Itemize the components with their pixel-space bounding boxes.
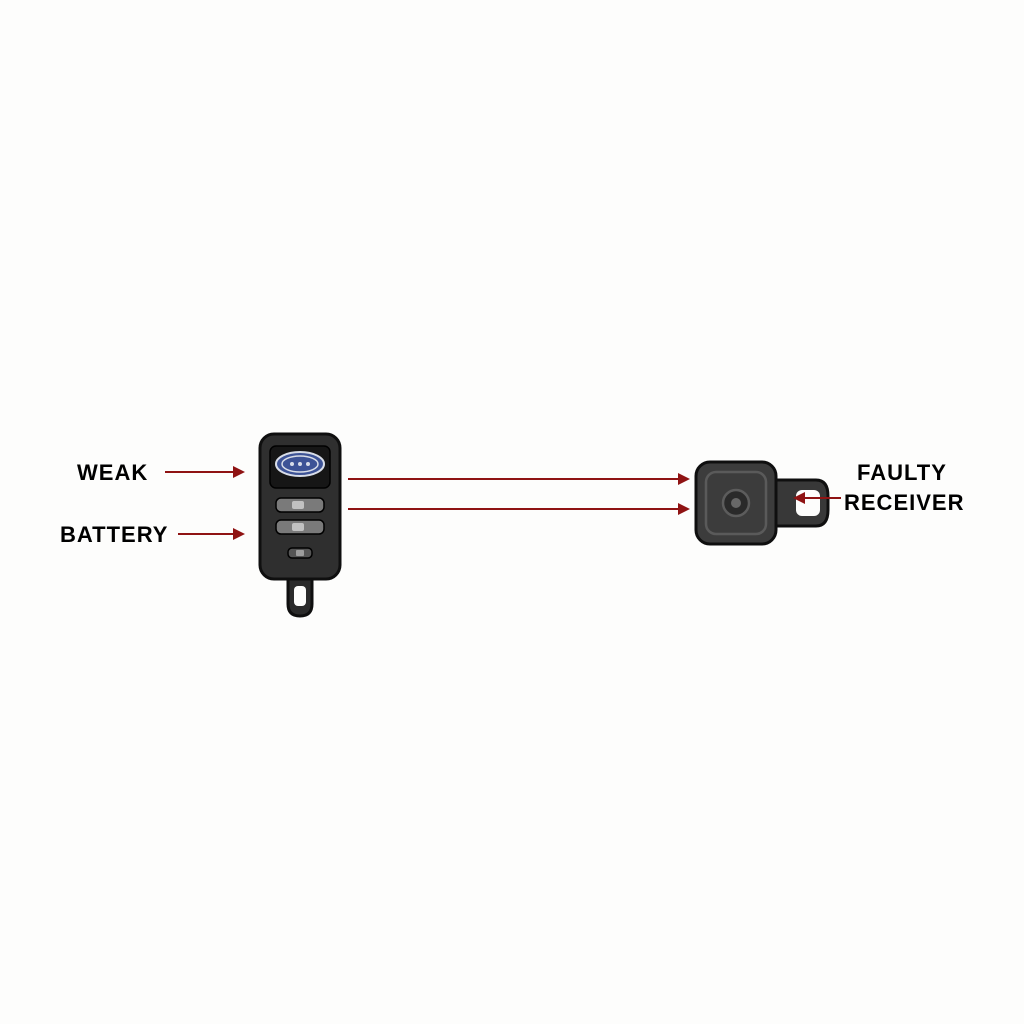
key-fob-icon — [250, 428, 350, 628]
arrow-battery-head — [233, 528, 245, 540]
arrow-receiver — [805, 497, 841, 499]
receiver-key-icon — [688, 450, 838, 560]
arrow-battery — [178, 533, 233, 535]
arrow-weak-head — [233, 466, 245, 478]
label-battery: BATTERY — [60, 522, 168, 548]
signal-line-bottom — [348, 508, 678, 510]
signal-line-top — [348, 478, 678, 480]
arrow-receiver-head — [793, 492, 805, 504]
label-receiver: RECEIVER — [844, 490, 964, 516]
label-faulty: FAULTY — [857, 460, 947, 486]
arrow-weak — [165, 471, 233, 473]
label-weak: WEAK — [77, 460, 148, 486]
